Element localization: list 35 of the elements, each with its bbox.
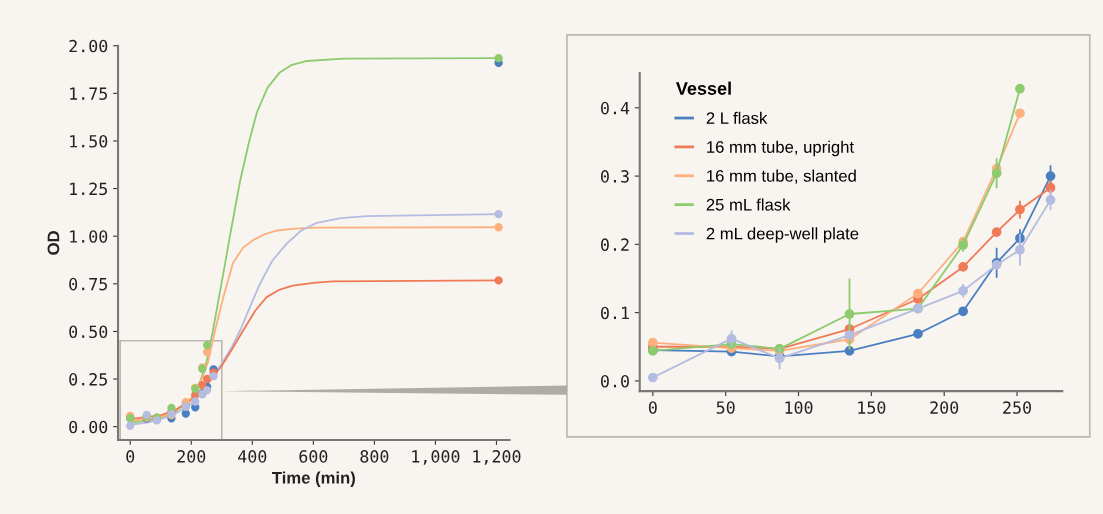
y-tick-label: 0.2 xyxy=(601,238,629,251)
y-tick-label: 1.25 xyxy=(70,182,107,196)
legend-label: 2 L flask xyxy=(706,111,768,125)
x-axis-title: Time (min) xyxy=(272,471,355,488)
y-tick-label: 0.1 xyxy=(601,306,629,320)
y-tick-label: 1.00 xyxy=(70,230,108,243)
y-axis-title: OD xyxy=(47,231,60,255)
y-tick-label: 0.25 xyxy=(69,373,107,386)
legend-label: 16 mm tube, upright xyxy=(707,140,854,157)
legend-label: 25 mL flask xyxy=(706,198,791,211)
x-tick-label: 1,000 xyxy=(412,450,460,465)
y-tick-label: 1.50 xyxy=(70,134,108,148)
y-tick-label: 2.00 xyxy=(69,39,108,53)
x-tick-label: 0 xyxy=(126,450,135,463)
x-tick-label: 200 xyxy=(177,450,206,463)
y-tick-label: 0.4 xyxy=(601,101,630,115)
y-tick-label: 0.75 xyxy=(69,277,107,291)
x-tick-label: 0 xyxy=(648,401,657,414)
y-tick-label: 1.75 xyxy=(70,87,107,100)
x-tick-label: 250 xyxy=(1003,401,1031,414)
y-tick-label: 0.00 xyxy=(69,420,108,434)
legend-label: 2 mL deep-well plate xyxy=(706,227,859,243)
x-tick-label: 1,200 xyxy=(473,450,521,465)
x-tick-label: 400 xyxy=(238,450,267,463)
x-tick-label: 50 xyxy=(716,401,735,414)
x-tick-label: 800 xyxy=(360,450,389,463)
y-tick-label: 0.0 xyxy=(601,374,629,388)
y-tick-label: 0.50 xyxy=(69,325,108,339)
x-tick-label: 150 xyxy=(858,401,886,414)
x-tick-label: 600 xyxy=(299,450,328,463)
x-tick-label: 100 xyxy=(785,401,813,414)
y-tick-label: 0.3 xyxy=(601,170,629,183)
legend-title: Vessel xyxy=(675,81,731,95)
x-tick-label: 200 xyxy=(930,401,959,414)
legend-label: 16 mm tube, slanted xyxy=(707,169,856,184)
